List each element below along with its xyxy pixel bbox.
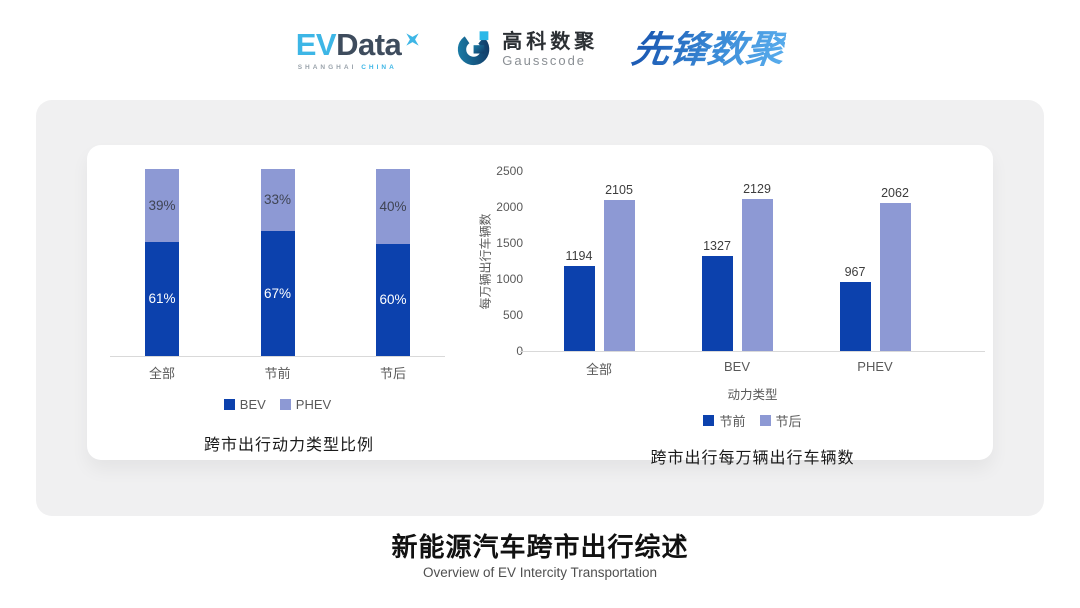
evdata-tagline-shanghai: SHANGHAI — [297, 64, 357, 71]
chart-card: 39% 61% 33% 67% — [87, 145, 993, 467]
phev-value-label: 39% — [148, 197, 176, 213]
jieqian-bar — [839, 281, 871, 351]
legend-item-bev: BEV — [223, 397, 266, 412]
bar-unit: 1327 — [701, 172, 733, 351]
bev-segment: 61% — [145, 241, 179, 356]
y-tick-label: 1000 — [496, 272, 523, 286]
gausscode-logo: 高科数聚 Gausscode — [456, 29, 598, 71]
phev-value-label: 40% — [379, 198, 407, 214]
legend-label: PHEV — [295, 397, 332, 412]
y-tick-label: 2500 — [496, 164, 523, 178]
bar-unit: 1194 — [563, 172, 595, 351]
evdata-tagline: SHANGHAI CHINA — [296, 64, 423, 71]
jieqian-bar — [563, 265, 595, 351]
evdata-tagline-china: CHINA — [361, 64, 397, 71]
xianfeng-logo: 先锋数聚 — [629, 29, 788, 71]
grouped-chart-title: 跨市出行每万辆出行车辆数 — [650, 450, 855, 467]
jiehou-bar — [603, 200, 635, 351]
gausscode-en-text: Gausscode — [502, 53, 587, 69]
stacked-bar-quanbu: 39% 61% — [145, 169, 179, 356]
phev-value-label: 33% — [263, 192, 292, 208]
jiehou-bar — [879, 203, 911, 351]
g-ring-icon — [456, 29, 493, 71]
y-tick-label: 1500 — [496, 236, 523, 250]
stacked-bar-jiehou: 40% 60% — [376, 169, 410, 356]
y-tick-label: 500 — [502, 308, 523, 322]
legend-label: BEV — [239, 397, 266, 412]
phev-segment: 33% — [260, 169, 295, 231]
x-tick-label: 节前 — [264, 366, 291, 381]
bar-value-label: 1194 — [565, 248, 593, 263]
x-tick-label: BEV — [723, 359, 750, 374]
bev-value-label: 60% — [379, 292, 407, 308]
stacked-chart-plot-area: 39% 61% 33% 67% — [110, 169, 445, 357]
bar-value-label: 2062 — [881, 186, 909, 201]
bar-value-label: 967 — [844, 264, 866, 279]
legend-label: 节前 — [719, 414, 746, 429]
x-tick-label: 节后 — [379, 366, 406, 381]
page-subtitle: Overview of EV Intercity Transportation — [422, 565, 658, 580]
legend-item-jiehou: 节后 — [759, 411, 802, 430]
x-axis-label: 动力类型 — [727, 388, 778, 402]
bar-group-bev: 1327 2129 — [668, 172, 806, 351]
bar-unit: 967 — [839, 172, 871, 351]
legend-item-jieqian: 节前 — [703, 411, 746, 430]
stacked-bar-jieqian: 33% 67% — [260, 169, 295, 356]
stacked-chart-x-axis: 全部 节前 节后 — [110, 363, 445, 382]
sparkle-x-icon — [403, 23, 422, 54]
grouped-chart-legend: 节前 节后 — [520, 411, 985, 430]
phev-segment: 39% — [145, 169, 179, 242]
stacked-bar-chart: 39% 61% 33% 67% — [110, 169, 445, 455]
y-tick-label: 0 — [516, 344, 523, 358]
phev-segment: 40% — [376, 169, 410, 244]
grouped-chart-plot-area: 1194 2105 1327 — [520, 172, 985, 352]
bev-value-label: 61% — [148, 291, 176, 307]
y-axis-ticks: 0 500 1000 1500 2000 2500 — [483, 165, 523, 357]
evdata-logo: EV Data SHANGHAI CHINA — [296, 29, 423, 71]
x-tick-label: PHEV — [857, 359, 893, 374]
bar-value-label: 1327 — [703, 239, 731, 253]
bev-value-label: 67% — [263, 285, 292, 301]
gausscode-cn-text: 高科数聚 — [502, 31, 599, 54]
bar-value-label: 2129 — [743, 181, 771, 196]
outer-card: 39% 61% 33% 67% — [36, 100, 1044, 516]
jieqian-bar — [701, 256, 733, 351]
bar-group-quanbu: 1194 2105 — [530, 172, 668, 351]
evdata-ev-text: EV — [295, 27, 337, 62]
evdata-wordmark: EV Data — [296, 29, 423, 60]
phev-swatch-icon — [279, 399, 291, 410]
bev-segment: 67% — [260, 230, 295, 356]
legend-label: 节后 — [775, 414, 802, 429]
evdata-data-text: Data — [336, 27, 402, 62]
bev-segment: 60% — [376, 243, 410, 356]
page-title: 新能源汽车跨市出行综述 — [391, 532, 689, 562]
bar-group-phev: 967 2062 — [806, 172, 944, 351]
logo-header: EV Data SHANGHAI CHINA — [0, 16, 1080, 84]
y-tick-label: 2000 — [496, 200, 523, 214]
bar-unit: 2105 — [603, 172, 635, 351]
grouped-bar-chart: 1194 2105 1327 — [520, 172, 985, 468]
jiehou-swatch-icon — [759, 415, 771, 426]
bev-swatch-icon — [223, 399, 235, 410]
stacked-chart-title: 跨市出行动力类型比例 — [203, 437, 374, 454]
bar-unit: 2129 — [741, 172, 773, 351]
jiehou-bar — [741, 198, 773, 351]
gausscode-wordmark: 高科数聚 Gausscode — [502, 31, 598, 68]
x-tick-label: 全部 — [148, 366, 175, 381]
bar-value-label: 2105 — [605, 183, 633, 198]
grouped-chart-x-axis: 全部 BEV PHEV — [520, 359, 985, 378]
legend-item-phev: PHEV — [279, 397, 332, 412]
stacked-chart-legend: BEV PHEV — [110, 397, 445, 412]
x-tick-label: 全部 — [585, 362, 612, 377]
jieqian-swatch-icon — [703, 415, 715, 426]
bar-unit: 2062 — [879, 172, 911, 351]
